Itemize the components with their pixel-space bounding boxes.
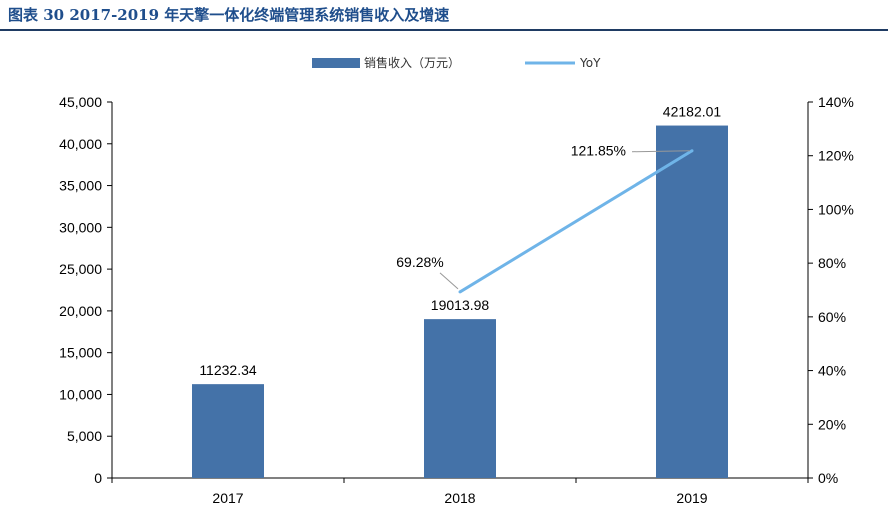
legend-bar-swatch xyxy=(312,58,360,68)
bar xyxy=(192,384,264,478)
right-tick-label: 120% xyxy=(818,148,854,164)
yoy-point xyxy=(690,149,694,153)
x-tick-label: 2018 xyxy=(444,490,475,506)
bar-value-label: 19013.98 xyxy=(431,297,490,313)
left-tick-label: 25,000 xyxy=(59,261,102,277)
legend-bar-label: 销售收入（万元） xyxy=(364,55,460,70)
left-tick-label: 30,000 xyxy=(59,219,102,235)
left-tick-label: 5,000 xyxy=(67,428,102,444)
right-tick-label: 80% xyxy=(818,255,846,271)
yoy-line xyxy=(458,149,694,294)
data-labels: 11232.34 19013.98 42182.01 69.28% 121.85% xyxy=(199,104,721,379)
right-tick-label: 100% xyxy=(818,201,854,217)
right-tick-label: 20% xyxy=(818,416,846,432)
x-tick-label: 2017 xyxy=(212,490,243,506)
yoy-value-label: 69.28% xyxy=(396,254,443,270)
yoy-series-line xyxy=(459,149,693,294)
right-tick-label: 0% xyxy=(818,470,838,486)
bars xyxy=(192,125,728,479)
legend: 销售收入（万元） YoY xyxy=(312,55,601,70)
yoy-leader-line xyxy=(439,272,459,290)
left-tick-label: 15,000 xyxy=(59,345,102,361)
yoy-leader-line xyxy=(631,150,691,153)
right-tick-label: 40% xyxy=(818,363,846,379)
left-tick-label: 0 xyxy=(94,470,102,486)
bar xyxy=(656,125,728,479)
bar-value-label: 11232.34 xyxy=(199,362,257,378)
bar xyxy=(424,319,496,478)
x-tick-label: 2019 xyxy=(676,490,707,506)
right-tick-label: 60% xyxy=(818,309,846,325)
right-tick-label: 140% xyxy=(818,94,854,110)
page-title: 图表 30 2017-2019 年天擎一体化终端管理系统销售收入及增速 xyxy=(8,6,450,24)
left-tick-label: 10,000 xyxy=(59,386,102,402)
left-tick-label: 45,000 xyxy=(59,94,102,110)
yoy-value-label: 121.85% xyxy=(571,143,626,159)
legend-line-label: YoY xyxy=(579,56,601,70)
bar-value-label: 42182.01 xyxy=(663,104,722,120)
left-tick-label: 40,000 xyxy=(59,136,102,152)
left-tick-label: 35,000 xyxy=(59,178,102,194)
yoy-point xyxy=(458,290,462,294)
left-tick-label: 20,000 xyxy=(59,303,102,319)
title-divider xyxy=(0,29,888,31)
